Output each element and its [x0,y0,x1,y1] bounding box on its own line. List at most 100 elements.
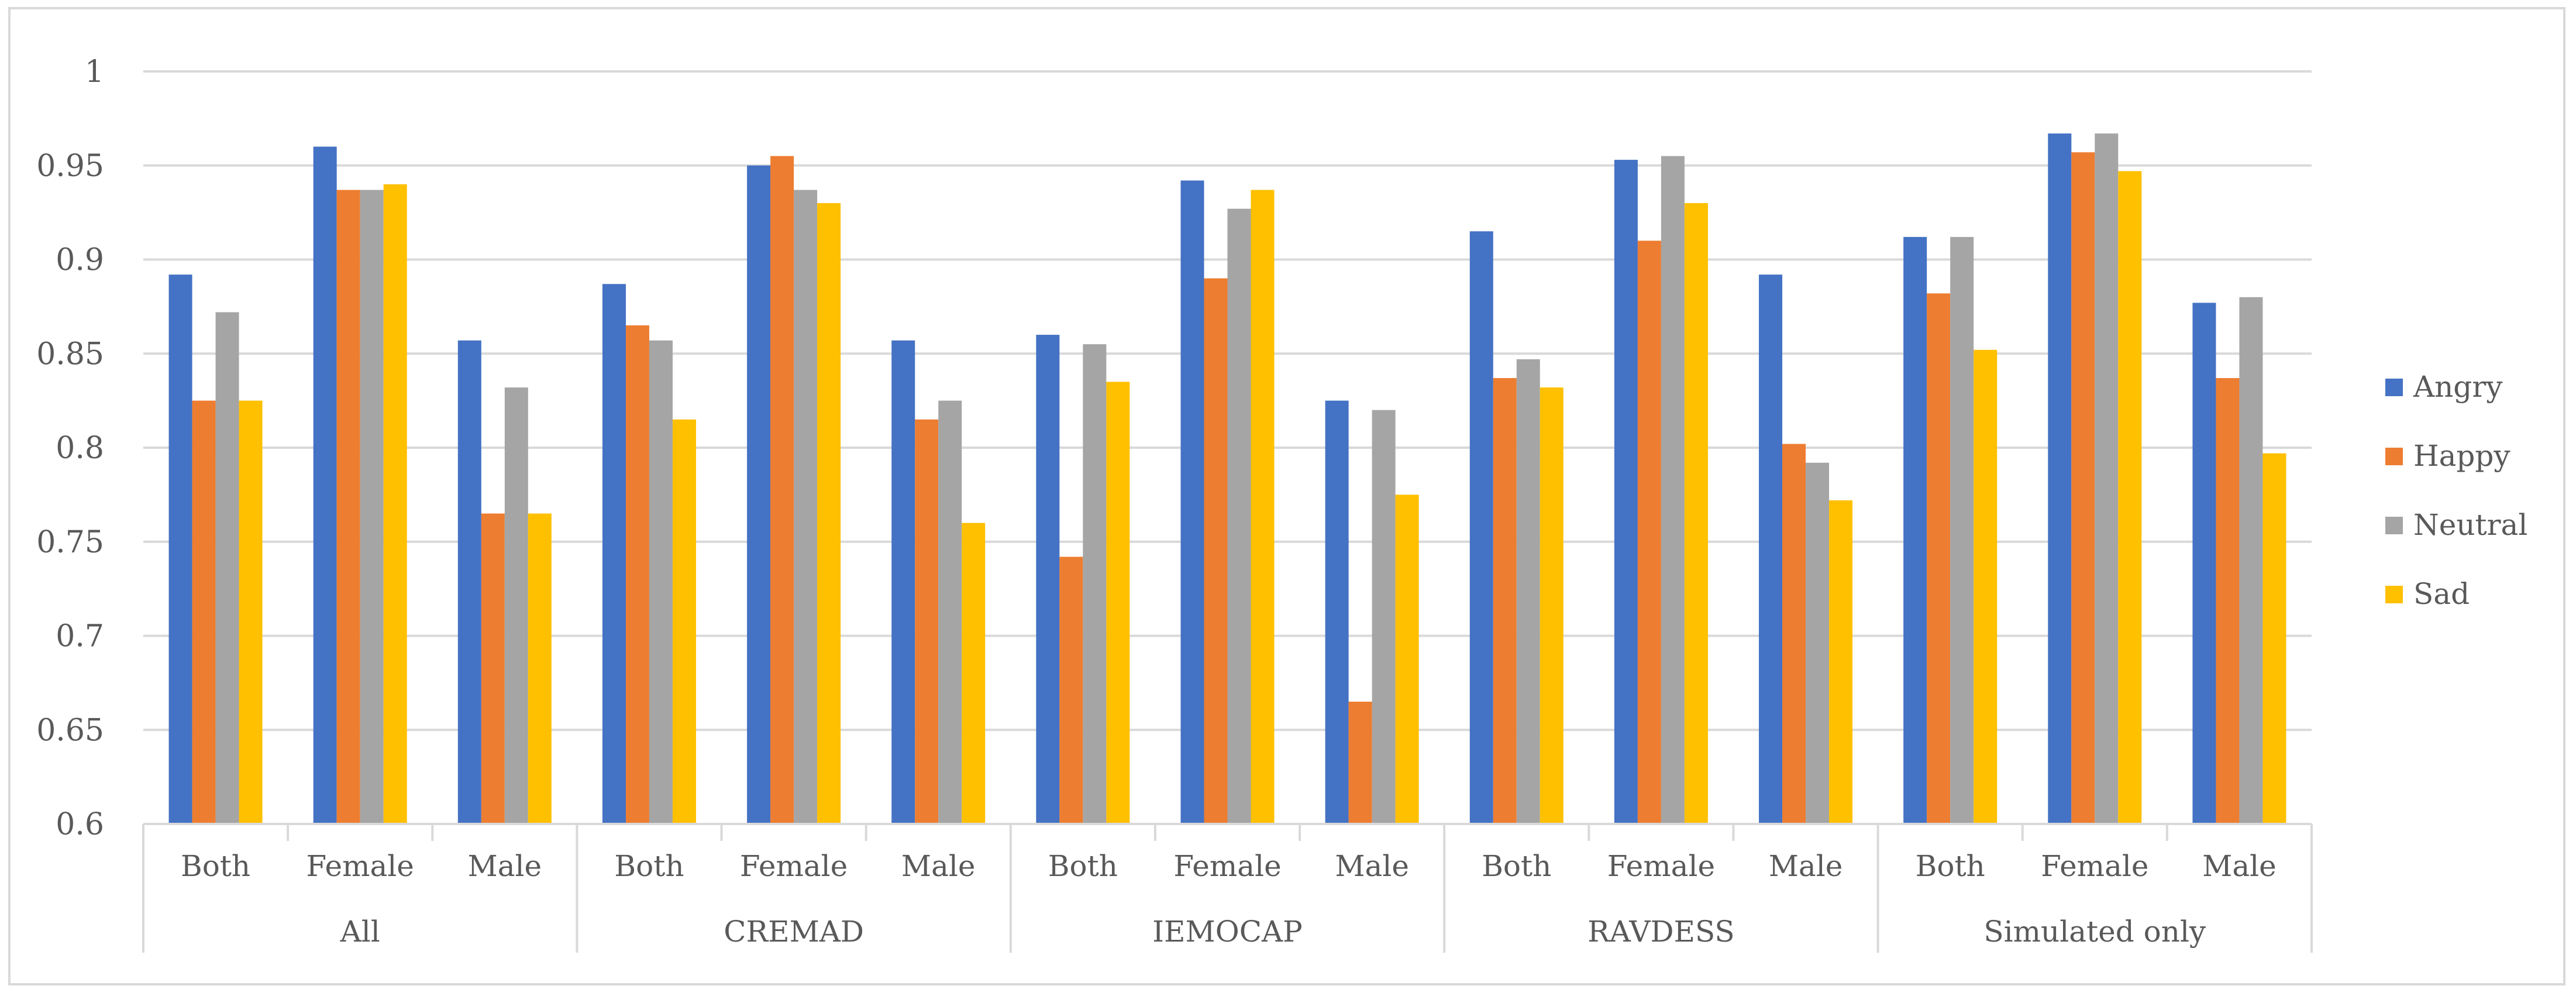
bar-sad [1395,494,1419,824]
bar-neutral [504,387,528,824]
bar-neutral [2095,133,2119,825]
bars [168,133,2286,825]
bar-happy [1782,444,1806,824]
y-tick-label: 1 [85,54,104,90]
x-category-label: Female [306,849,414,883]
bar-sad [1684,203,1708,824]
y-tick-label: 0.85 [36,336,104,372]
bar-neutral [1950,236,1974,824]
x-category-label: Both [1482,849,1551,883]
bar-sad [528,513,552,824]
bar-angry [168,274,192,825]
bar-sad [672,419,696,824]
legend-swatch-happy [2385,448,2403,465]
x-axis: Both Female Male All Both Female Male CREMAD Bot… [142,823,2313,953]
y-tick-label: 0.75 [36,525,104,560]
bar-sad [1974,349,1998,824]
bar-neutral [2239,297,2263,824]
bar-angry [1325,400,1349,824]
legend-label-angry: Angry [2413,370,2503,404]
bar-neutral [1516,359,1540,824]
legend-swatch-angry [2385,379,2403,396]
legend-label-neutral: Neutral [2413,508,2527,542]
y-tick-label: 0.9 [56,243,104,278]
legend-label-happy: Happy [2413,439,2510,473]
x-category-label: Male [468,849,542,883]
bar-angry [1759,274,1783,825]
bar-sad [1540,387,1563,824]
x-group-label: All [340,915,380,949]
bar-neutral [1806,462,1830,824]
bar-angry [602,284,626,824]
bar-angry [1036,335,1060,824]
x-category-label: Both [614,849,684,883]
x-category-label: Both [1916,849,1985,883]
x-category-label: Both [1048,849,1118,883]
bar-happy [915,419,939,824]
bar-happy [1927,293,1951,824]
bar-sad [239,400,263,824]
x-group-label: IEMOCAP [1152,915,1302,949]
bar-happy [2071,152,2095,824]
bar-angry [2192,303,2216,824]
y-tick-label: 0.8 [56,431,104,466]
bar-happy [336,190,360,824]
bar-angry [1469,231,1493,824]
x-group-label: CREMAD [724,915,864,949]
bar-sad [383,184,407,824]
bar-happy [192,400,216,824]
x-group-label: Simulated only [1983,915,2206,949]
bar-angry [1903,236,1927,824]
x-category-label: Male [901,849,976,883]
y-tick-label: 0.7 [56,619,104,654]
legend-swatch-sad [2385,586,2403,603]
y-axis: 0.6 0.65 0.7 0.75 0.8 0.85 0.9 0.95 1 [36,54,104,842]
legend: Angry Happy Neutral Sad [2385,370,2527,611]
x-category-label: Female [740,849,848,883]
bar-happy [1204,278,1228,824]
x-category-label: Both [181,849,250,883]
bar-neutral [1227,208,1251,824]
y-tick-label: 0.65 [36,713,104,748]
bar-happy [481,513,505,824]
bar-sad [2118,171,2142,824]
bar-sad [1829,500,1853,824]
bar-neutral [215,312,239,824]
bar-happy [1637,241,1661,825]
y-tick-label: 0.95 [36,149,104,184]
bar-sad [1251,190,1275,824]
bar-neutral [794,190,818,824]
x-category-label: Male [2202,849,2277,883]
bar-happy [1348,702,1372,824]
bar-neutral [649,340,673,824]
x-category-label: Male [1769,849,1843,883]
bar-neutral [1661,156,1685,824]
x-group-label: RAVDESS [1587,915,1735,949]
x-category-label: Male [1335,849,1409,883]
x-category-label: Female [2041,849,2148,883]
legend-label-sad: Sad [2413,577,2470,611]
bar-happy [770,156,794,824]
bar-happy [2216,378,2240,824]
bar-sad [817,203,841,824]
bar-happy [1493,378,1517,824]
bar-angry [2048,133,2072,825]
bar-neutral [1372,410,1396,824]
bar-sad [2262,453,2286,824]
legend-swatch-neutral [2385,517,2403,534]
bar-angry [313,146,337,825]
bar-angry [1180,180,1204,825]
bar-angry [891,340,915,824]
bar-neutral [360,190,384,824]
bar-happy [1059,557,1083,824]
bar-happy [625,325,649,824]
bar-sad [1106,382,1130,824]
bar-angry [747,165,771,824]
bar-neutral [1083,344,1107,824]
bar-neutral [938,400,962,824]
bar-angry [457,340,481,824]
bar-sad [962,523,986,824]
bar-angry [1614,160,1638,825]
y-tick-label: 0.6 [56,807,104,842]
